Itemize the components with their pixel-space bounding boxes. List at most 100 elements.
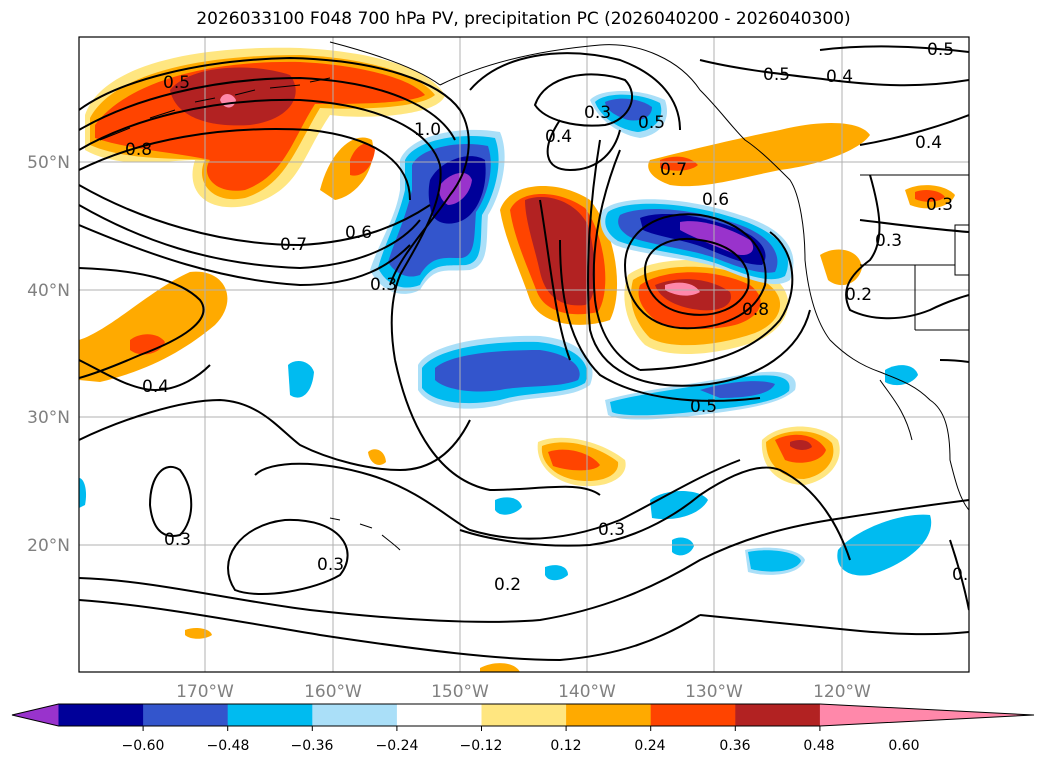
colorbar-tick-label: −0.12	[460, 738, 503, 754]
pv-contour-line	[79, 398, 471, 472]
contour-label: 0.4	[915, 133, 942, 153]
colorbar-tick-label: −0.24	[376, 738, 419, 754]
pv-contour-labels: 0.5 0.8 0.7 0.6 0.3 0.4 1.0 0.4 0.5 0.3 …	[125, 40, 979, 595]
pv-contour-line	[546, 119, 621, 172]
contour-label: 0.7	[280, 235, 307, 255]
negative-anomaly-area	[672, 537, 694, 556]
colorbar-tick-label: 0.36	[719, 738, 750, 754]
colorbar-cell	[396, 704, 482, 726]
colorbar-tick-labels: −0.60 −0.48 −0.36 −0.24 −0.12 0.12 0.24 …	[122, 738, 920, 754]
pv-contour-line	[79, 267, 205, 379]
contour-label: 0.3	[598, 520, 625, 540]
positive-anomaly-area	[368, 449, 386, 465]
negative-anomaly-area	[79, 478, 87, 508]
colorbar-cell	[735, 704, 821, 726]
contour-label: 0.3	[164, 530, 191, 550]
contour-label: 0.5	[638, 113, 665, 133]
lat-tick-label: 40°N	[27, 281, 70, 301]
gridlines	[79, 37, 969, 672]
contour-label: 0.5	[927, 40, 954, 60]
positive-anomaly-area	[660, 156, 698, 171]
negative-anomaly-area	[545, 565, 568, 581]
alaska-coast	[329, 41, 969, 511]
pv-contour-line	[587, 139, 811, 387]
coastlines	[99, 41, 969, 551]
positive-anomaly-area	[648, 123, 870, 187]
contour-label: 1.0	[414, 120, 441, 140]
pv-contour-line	[459, 466, 851, 561]
pv-contour-line	[859, 114, 969, 146]
colorbar: −0.60 −0.48 −0.36 −0.24 −0.12 0.12 0.24 …	[11, 703, 1035, 754]
contour-label: 0.3	[584, 103, 611, 123]
negative-anomaly-area	[700, 381, 775, 398]
contour-label: 0.2	[845, 285, 872, 305]
negative-anomaly-area	[885, 365, 918, 386]
positive-anomaly-area	[79, 271, 228, 382]
colorbar-cell	[143, 704, 229, 726]
contour-label: 0.4	[826, 67, 853, 87]
negative-anomaly-area	[748, 550, 801, 572]
lon-tick-label: 120°W	[813, 682, 871, 702]
pv-contour-line	[699, 614, 969, 636]
colorbar-cell	[481, 704, 567, 726]
colorbar-cell	[650, 704, 736, 726]
contour-label: 0.5	[763, 65, 790, 85]
lon-tick-label: 140°W	[558, 682, 616, 702]
contour-label: 0.3	[370, 275, 397, 295]
colorbar-tick-label: 0.60	[888, 738, 919, 754]
contour-label: 0.6	[345, 223, 372, 243]
pv-contour-line	[79, 184, 431, 247]
pv-contour-line	[79, 128, 411, 201]
pv-contour-line	[394, 359, 601, 496]
gulf-of-california	[879, 379, 913, 441]
pv-contour-line	[79, 499, 969, 623]
contour-label: 0.8	[125, 140, 152, 160]
pv-contour-line	[539, 199, 571, 361]
positive-anomaly-area	[480, 663, 520, 672]
pv-contour-line	[79, 98, 442, 361]
pv-contour-line	[819, 45, 969, 53]
map-frame	[78, 36, 970, 673]
lon-tick-label: 170°W	[176, 682, 234, 702]
colorbar-tick-label: −0.48	[207, 738, 250, 754]
colorbar-cell	[58, 704, 144, 726]
pv-contour-line	[79, 599, 701, 662]
colorbar-cell	[566, 704, 652, 726]
contour-label: 0.6	[702, 190, 729, 210]
positive-anomaly-area	[790, 439, 812, 450]
pv-contour-line	[148, 465, 193, 537]
hawaii-islands	[329, 517, 401, 551]
lat-tick-labels: 50°N 40°N 30°N 20°N	[27, 153, 70, 556]
pv-contour-line	[79, 204, 421, 270]
contour-label: 0.3	[926, 195, 953, 215]
contour-label: 0.4	[545, 127, 572, 147]
pv-contour-line	[623, 213, 767, 330]
colorbar-tick-label: −0.36	[291, 738, 334, 754]
pv-contours	[79, 45, 969, 662]
pv-contour-line	[559, 239, 761, 402]
pv-contour-line	[79, 76, 456, 141]
pv-contour-line	[533, 73, 634, 127]
pv-contour-line	[79, 359, 211, 392]
pv-contour-line	[639, 231, 794, 371]
contour-label: 0.5	[690, 397, 717, 417]
inland-border	[860, 174, 969, 331]
contour-label: 0.2	[952, 565, 979, 585]
lat-tick-label: 50°N	[27, 153, 70, 173]
colorbar-outline	[11, 703, 1035, 727]
contour-label: 0.7	[660, 160, 687, 180]
lon-tick-label: 150°W	[431, 682, 489, 702]
positive-anomaly-area	[820, 249, 862, 286]
pv-contour-line	[79, 56, 470, 286]
lat-tick-label: 20°N	[27, 536, 70, 556]
colorbar-cell	[312, 704, 398, 726]
pv-contour-line	[643, 237, 750, 316]
pv-contour-line	[227, 518, 349, 596]
lon-tick-labels: 170°W 160°W 150°W 140°W 130°W 120°W	[176, 682, 871, 702]
negative-anomaly-area	[650, 491, 708, 520]
colorbar-ticks	[142, 726, 821, 731]
negative-anomaly-area	[288, 360, 314, 398]
negative-anomaly-area	[435, 350, 580, 392]
colorbar-cell	[227, 704, 313, 726]
map-title: 2026033100 F048 700 hPa PV, precipitatio…	[196, 9, 851, 29]
